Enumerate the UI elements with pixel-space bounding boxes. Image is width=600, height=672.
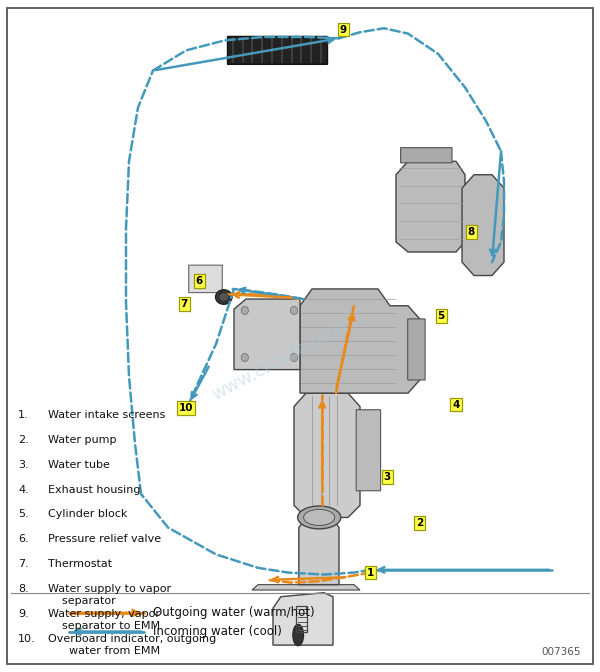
Text: 5.: 5. <box>18 509 29 519</box>
Text: 3: 3 <box>383 472 391 482</box>
Text: Thermostat: Thermostat <box>48 559 112 569</box>
FancyBboxPatch shape <box>408 319 425 380</box>
Text: 6.: 6. <box>18 534 29 544</box>
Text: Overboard indicator, outgoing
      water from EMM: Overboard indicator, outgoing water from… <box>48 634 216 656</box>
Ellipse shape <box>298 506 341 529</box>
Text: Water pump: Water pump <box>48 435 116 445</box>
Polygon shape <box>252 585 360 590</box>
Polygon shape <box>299 519 339 585</box>
Text: Water supply to vapor
    separator: Water supply to vapor separator <box>48 584 171 606</box>
FancyBboxPatch shape <box>189 265 223 292</box>
Polygon shape <box>234 299 300 370</box>
Text: Incoming water (cool): Incoming water (cool) <box>153 625 282 638</box>
Polygon shape <box>294 393 360 517</box>
Ellipse shape <box>241 306 248 314</box>
Text: 1: 1 <box>367 568 374 577</box>
Text: 7.: 7. <box>18 559 29 569</box>
Text: 1.: 1. <box>18 410 29 420</box>
Text: 007365: 007365 <box>541 647 581 657</box>
Text: Outgoing water (warm/hot): Outgoing water (warm/hot) <box>153 606 314 620</box>
Text: 10.: 10. <box>18 634 35 644</box>
Text: Exhaust housing: Exhaust housing <box>48 485 140 495</box>
Text: 10: 10 <box>179 403 193 413</box>
Ellipse shape <box>304 509 335 526</box>
Text: 5: 5 <box>437 311 445 321</box>
Text: 3.: 3. <box>18 460 29 470</box>
Text: 8: 8 <box>467 227 475 237</box>
Text: 9.: 9. <box>18 609 29 619</box>
Polygon shape <box>396 161 465 252</box>
Text: 7: 7 <box>181 299 188 308</box>
Text: 6: 6 <box>196 276 203 286</box>
Text: Water supply, vapor
    separator to EMM: Water supply, vapor separator to EMM <box>48 609 160 631</box>
Text: 4.: 4. <box>18 485 29 495</box>
Text: Pressure relief valve: Pressure relief valve <box>48 534 161 544</box>
Ellipse shape <box>290 353 298 362</box>
Ellipse shape <box>290 306 298 314</box>
Text: Water intake screens: Water intake screens <box>48 410 166 420</box>
FancyBboxPatch shape <box>401 148 452 163</box>
Text: 4: 4 <box>452 400 460 409</box>
Text: 9: 9 <box>340 25 347 34</box>
Polygon shape <box>300 289 420 393</box>
Text: 2: 2 <box>416 518 424 528</box>
Ellipse shape <box>219 293 229 301</box>
Ellipse shape <box>293 624 304 646</box>
Text: www.crowleymar...: www.crowleymar... <box>209 308 367 404</box>
FancyBboxPatch shape <box>227 36 328 65</box>
Text: 2.: 2. <box>18 435 29 445</box>
Text: Water tube: Water tube <box>48 460 110 470</box>
Text: Cylinder block: Cylinder block <box>48 509 127 519</box>
Text: 8.: 8. <box>18 584 29 594</box>
Polygon shape <box>462 175 504 276</box>
Ellipse shape <box>241 353 248 362</box>
Polygon shape <box>273 593 333 645</box>
FancyBboxPatch shape <box>356 410 380 491</box>
Ellipse shape <box>215 290 232 304</box>
